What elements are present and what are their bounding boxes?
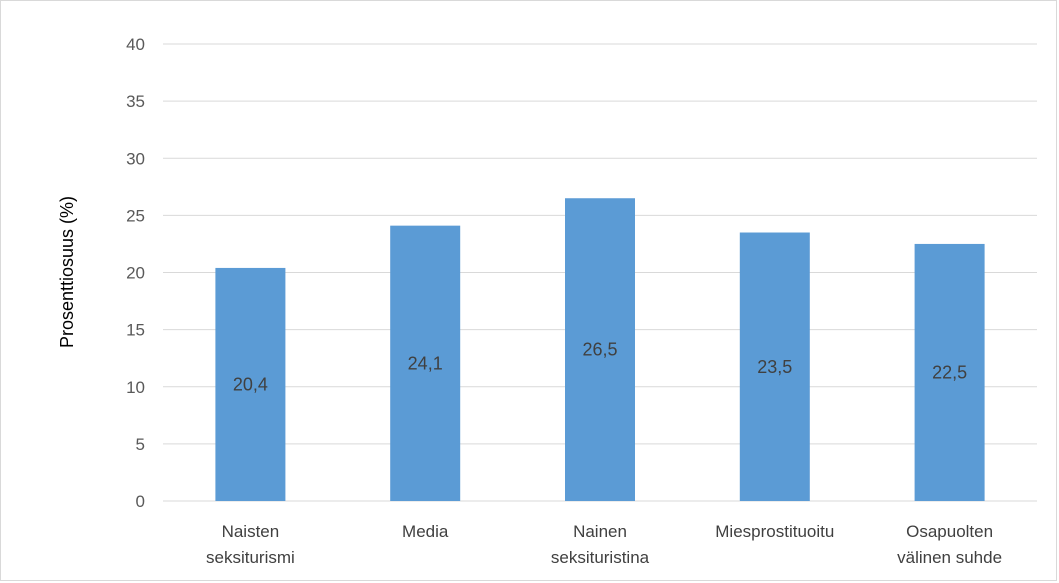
y-tick-label: 5	[136, 435, 145, 454]
category-label-line: Osapuolten	[906, 522, 993, 541]
bar-4	[739, 232, 810, 501]
data-label-2: 24,1	[408, 353, 443, 373]
category-label-line: seksituristina	[551, 548, 650, 567]
category-label-line: Naisten	[222, 522, 280, 541]
y-tick-label: 20	[126, 264, 145, 283]
data-label-1: 20,4	[233, 374, 268, 394]
data-labels: 20,4 24,1 26,5 23,5 22,5	[233, 340, 967, 395]
y-tick-label: 10	[126, 378, 145, 397]
data-label-3: 26,5	[582, 340, 617, 360]
bar-5	[914, 243, 985, 501]
category-label-5: Osapuolten välinen suhde	[897, 522, 1002, 567]
y-tick-label: 0	[136, 492, 145, 511]
bar-2	[390, 225, 461, 501]
y-tick-label: 25	[126, 206, 145, 225]
category-label-line: Nainen	[573, 522, 627, 541]
category-label-4: Miesprostituoitu	[715, 522, 834, 541]
data-label-4: 23,5	[757, 357, 792, 377]
category-label-line: Media	[402, 522, 449, 541]
bars	[215, 198, 985, 502]
category-label-1: Naisten seksiturismi	[206, 522, 295, 567]
y-tick-label: 15	[126, 321, 145, 340]
category-label-2: Media	[402, 522, 449, 541]
bar-3	[565, 198, 635, 502]
y-tick-label: 30	[126, 149, 145, 168]
category-label-3: Nainen seksituristina	[551, 522, 650, 567]
y-tick-label: 40	[126, 35, 145, 54]
category-label-line: välinen suhde	[897, 548, 1002, 567]
category-label-line: Miesprostituoitu	[715, 522, 834, 541]
y-axis-title: Prosenttiosuus (%)	[57, 196, 77, 348]
y-tick-label: 35	[126, 92, 145, 111]
data-label-5: 22,5	[932, 362, 967, 382]
bar-1	[215, 267, 286, 501]
x-axis-categories: Naisten seksiturismi Media Nainen seksituris…	[206, 522, 1002, 567]
y-axis-ticks: 0 5 10 15 20 25 30 35 40	[126, 35, 145, 511]
category-label-line: seksiturismi	[206, 548, 295, 567]
